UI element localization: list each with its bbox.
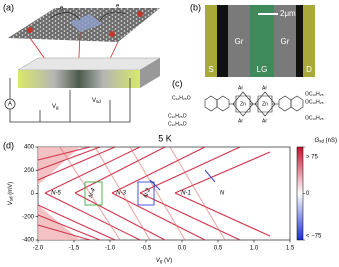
metal-label: Zn [262, 101, 268, 107]
dopant [137, 11, 143, 17]
panel-label: (b) [190, 2, 201, 12]
electrode [303, 5, 315, 77]
colorbar-tick-label: 0 [306, 191, 310, 197]
x-tick-label: -0.5 [141, 246, 152, 252]
gate-label: LG [257, 65, 268, 74]
source-label: S [208, 65, 213, 74]
x-tick-label: -1.0 [105, 246, 116, 252]
region-label: N-1 [181, 191, 191, 197]
electrode [205, 5, 217, 77]
chain-label: OC₁₂H₂₅ [305, 115, 324, 121]
colorbar-label: Gsd (nS) [315, 138, 337, 144]
aryl-label: Ar [238, 85, 243, 91]
panel-label: (a) [3, 2, 14, 12]
y-axis-label: Vsd (mV) [8, 182, 14, 205]
aryl-label: Ar [262, 85, 267, 91]
aryl-label: Ar [262, 118, 267, 124]
colorbar-tick-label: < −75 [306, 234, 322, 240]
bias-voltage-label: Vsd [92, 98, 101, 105]
ammeter [4, 98, 16, 110]
region-label: N-3 [116, 191, 126, 197]
chain-label: C₁₂H₂₅O [168, 121, 187, 127]
colorbar-label-unit: (nS) [324, 138, 337, 144]
panel-c: (c) C₁₂H₂₅O C₁₂H₂₅O C₁₂H₂₅O OC₁₂H₂₅ OC₁₂… [168, 78, 324, 127]
electron-label: e [60, 6, 64, 12]
chain-label: C₁₂H₂₅O [172, 95, 191, 101]
panel-label: (d) [3, 140, 14, 150]
chart-title: 5 K [158, 133, 172, 143]
x-tick-label: 1.5 [286, 246, 295, 252]
graphene-lead [228, 5, 250, 77]
x-axis-label-unit: (V) [162, 258, 172, 264]
tunneling-arrow [49, 11, 126, 21]
panel-b: (b) 2μm Gr LG Gr S D [190, 2, 315, 77]
molecule [70, 14, 102, 32]
lead-label: Gr [235, 37, 244, 46]
y-tick-label: 200 [24, 168, 35, 174]
x-axis-label-main: V [156, 258, 161, 264]
aryl-label: Ar [238, 118, 243, 124]
panel-d: (d) [3, 140, 291, 241]
highlight-box [137, 181, 155, 206]
y-tick-label: 400 [24, 145, 35, 151]
y-axis-label-unit: (mV) [8, 182, 14, 197]
x-tick-label: 0.0 [178, 246, 187, 252]
device-front [18, 70, 140, 88]
device-side [140, 58, 160, 88]
scale-label: 2μm [280, 9, 296, 18]
colorbar-label-sub: sd [319, 139, 324, 144]
y-axis-label-main: V [8, 200, 14, 205]
circuit [9, 78, 131, 123]
colorbar-tick-label: > 75 [306, 155, 319, 161]
x-tick-label: 1.0 [250, 246, 259, 252]
x-axis-label: Vg (V) [156, 258, 172, 264]
panel-label: (c) [172, 78, 183, 88]
chain-label: OC₁₂H₂₅ [305, 91, 324, 97]
drain-label: D [306, 65, 312, 74]
gate-voltage-label: Vg [52, 104, 59, 111]
region-label: N-2 [143, 187, 152, 199]
colorbar [296, 146, 304, 241]
y-tick-label: -400 [22, 238, 35, 244]
y-tick-label: -200 [22, 214, 35, 220]
panel-a: (a) e e A Vg Vsd [3, 2, 161, 123]
dopant [109, 31, 115, 37]
colorbar-label-main: G [315, 138, 320, 144]
y-tick-label: 0 [31, 191, 35, 197]
x-tick-label: -1.5 [69, 246, 80, 252]
graphene-lead [274, 5, 296, 77]
molecule-structure [204, 91, 304, 117]
device-top [17, 57, 161, 71]
y-axis-label-sub: sd [9, 196, 14, 201]
x-tick-label: 0.5 [214, 246, 223, 252]
electron-label: e [116, 4, 120, 10]
region-label: N [220, 191, 225, 197]
local-gate [250, 5, 274, 77]
lead-label: Gr [281, 37, 290, 46]
chain-label: OC₁₂H₂₅ [305, 99, 324, 105]
ammeter-label: A [8, 102, 12, 108]
chain-label: C₁₂H₂₅O [168, 113, 187, 119]
dopant [27, 27, 33, 33]
highlight-box [84, 181, 103, 206]
x-axis-label-sub: g [160, 259, 163, 264]
x-tick-label: -2.0 [33, 246, 44, 252]
region-label: N-4 [88, 187, 97, 199]
region-label: N-5 [51, 191, 61, 197]
metal-label: Zn [240, 101, 246, 107]
